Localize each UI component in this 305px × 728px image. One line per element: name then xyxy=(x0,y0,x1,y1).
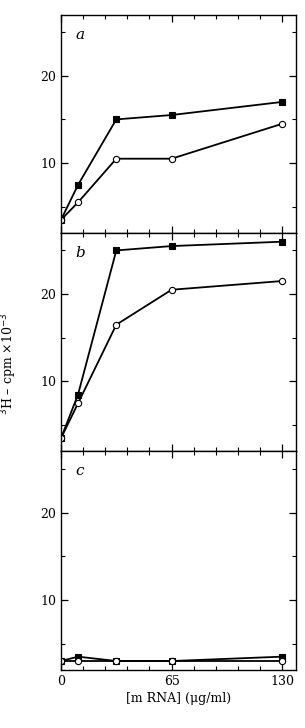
Text: b: b xyxy=(75,246,85,260)
Text: c: c xyxy=(75,464,84,478)
Text: $^{3}$H – cpm ×10$^{-3}$: $^{3}$H – cpm ×10$^{-3}$ xyxy=(0,312,19,416)
X-axis label: [m RNA] (μg/ml): [m RNA] (μg/ml) xyxy=(126,692,231,705)
Text: a: a xyxy=(75,28,84,41)
